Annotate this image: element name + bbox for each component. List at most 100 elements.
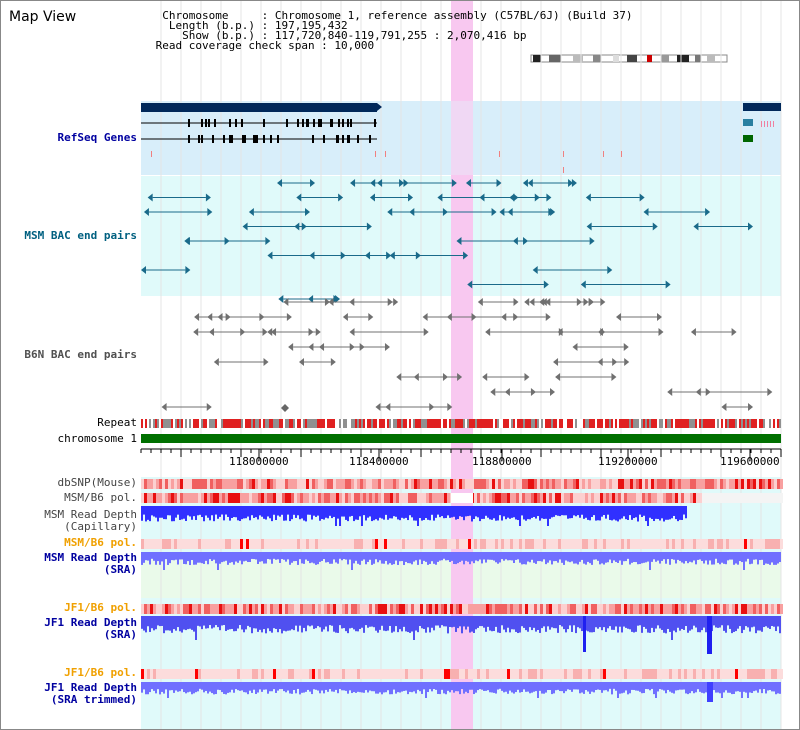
heatmap-cell [468,479,471,489]
read-depth-bar [589,616,591,633]
read-depth-bar [251,682,253,693]
repeat-segment [773,419,775,428]
heatmap-cell [354,539,357,549]
track-label-msm-bac[interactable]: MSM BAC end pairs [24,229,137,242]
read-depth-bar [677,506,679,522]
read-depth-bar [333,682,335,692]
repeat-segment [567,419,569,428]
heatmap-cell [204,479,207,489]
heatmap-cell [561,539,564,549]
heatmap-cell [780,479,783,489]
heatmap-cell [348,604,351,614]
read-depth-bar [767,552,769,564]
track-label-dbsnp[interactable]: dbSNP(Mouse) [57,476,137,489]
heatmap-cell [663,539,666,549]
read-depth-bar [287,552,289,560]
track-label-chromosome[interactable]: chromosome 1 [57,432,137,445]
bac-end-marker [479,193,485,202]
track-label-msm-pol-2[interactable]: MSM/B6 pol. [64,536,137,549]
read-depth-bar [299,506,301,520]
heatmap-cell [273,669,276,679]
read-depth-bar [599,682,601,690]
heatmap-cell [273,479,276,489]
track-label-jf1-depth-trim[interactable]: JF1 Read Depth [44,681,137,694]
track-label-msm-pol-1[interactable]: MSM/B6 pol. [64,491,137,504]
heatmap-cell [585,479,588,489]
read-depth-bar [385,682,387,693]
read-depth-bar [391,682,393,695]
read-depth-bar [263,506,265,519]
read-depth-bar [267,616,269,629]
track-label-jf1-pol-2[interactable]: JF1/B6 pol. [64,666,137,679]
read-depth-bar [631,616,633,632]
heatmap-cell [312,539,315,549]
track-label-b6n-bac[interactable]: B6N BAC end pairs [24,348,137,361]
track-label-msm-depth-sra[interactable]: MSM Read Depth [44,551,137,564]
read-depth-bar [611,506,613,521]
read-depth-bar [543,682,545,694]
repeat-segment [729,419,731,428]
heatmap-cell [453,539,456,549]
repeat-segment [601,419,603,428]
read-depth-bar [209,506,211,521]
exon-mark [263,135,265,143]
heatmap-cell [183,604,186,614]
heatmap-cell [543,539,546,549]
read-depth-bar [635,506,637,518]
read-depth-bar [695,616,697,628]
bac-end-marker [546,193,552,202]
track-label-msm-depth-cap[interactable]: MSM Read Depth [44,508,137,521]
heatmap-cell [258,493,261,503]
track-label-jf1-pol-1[interactable]: JF1/B6 pol. [64,601,137,614]
read-depth-bar [223,682,225,694]
read-depth-bar [735,552,737,564]
heatmap-cell [417,669,420,679]
bac-end-marker [365,251,371,260]
read-depth-bar [771,682,773,692]
heatmap-cell [426,604,429,614]
repeat-segment [231,419,233,428]
read-depth-bar [539,506,541,521]
bac-end-marker [721,403,727,411]
repeat-segment [183,419,185,428]
exon-mark [318,119,320,127]
heatmap-cell [603,669,606,679]
heatmap-cell [360,604,363,614]
repeat-segment [711,419,713,428]
heatmap-cell [534,669,537,679]
read-depth-bar [325,552,327,563]
track-label-repeat[interactable]: Repeat [97,416,137,429]
heatmap-cell [741,669,744,679]
read-depth-bar [219,616,221,631]
read-depth-bar [495,616,497,627]
read-depth-bar [599,506,601,521]
repeat-segment [629,419,631,428]
heatmap-cell [696,539,699,549]
heatmap-cell [417,479,420,489]
read-depth-bar [223,552,225,562]
read-depth-bar [461,616,463,634]
heatmap-cell [180,539,183,549]
heatmap-cell [258,669,261,679]
heatmap-cell [465,539,468,549]
track-label-refseq[interactable]: RefSeq Genes [57,131,137,144]
heatmap-cell [762,669,765,679]
heatmap-cell [228,604,231,614]
read-depth-bar [309,682,311,692]
read-depth-bar [295,682,297,694]
refseq-gene-block [743,135,753,142]
heatmap-cell [291,539,294,549]
read-depth-bar [219,506,221,517]
heatmap-cell [519,669,522,679]
heatmap-cell [468,604,471,614]
repeat-segment [471,419,473,428]
heatmap-cell [198,493,201,503]
repeat-segment [559,419,561,428]
heatmap-cell [369,604,372,614]
bac-end-marker [600,298,606,306]
read-depth-bar [475,552,477,561]
read-depth-bar [429,682,431,690]
track-label-jf1-depth-sra[interactable]: JF1 Read Depth [44,616,137,629]
read-depth-bar [207,552,209,565]
